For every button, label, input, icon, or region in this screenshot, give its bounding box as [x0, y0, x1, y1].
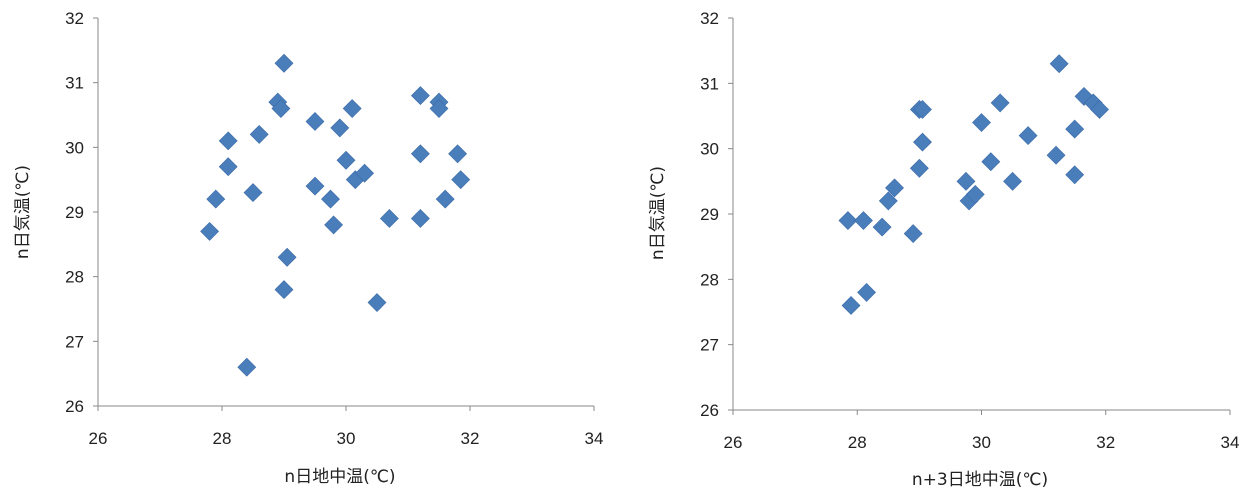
- data-point-diamond: [1065, 165, 1085, 185]
- y-tick-label: 26: [65, 397, 84, 416]
- y-tick-label: 29: [700, 205, 719, 224]
- data-point-diamond: [410, 86, 430, 106]
- data-point-diamond: [243, 183, 263, 203]
- data-point-diamond: [237, 357, 257, 377]
- data-point-diamond: [909, 158, 929, 178]
- data-point-diamond: [448, 144, 468, 164]
- data-point-diamond: [990, 93, 1010, 113]
- data-point-diamond: [305, 176, 325, 196]
- data-point-diamond: [956, 171, 976, 191]
- data-point-diamond: [1003, 171, 1022, 191]
- data-point-diamond: [218, 157, 238, 177]
- data-point-diamond: [379, 209, 399, 228]
- data-point-diamond: [271, 99, 291, 118]
- scatter-chart-right: 26 27 28 29 30 31 32 26 28 30 32 34 n+3日地中温(℃) n日気温(℃…: [648, 9, 1239, 490]
- data-point-diamond: [854, 211, 873, 230]
- x-tick-label: 34: [585, 429, 604, 448]
- data-point-diamond: [872, 217, 892, 237]
- data-point-diamond: [410, 209, 430, 228]
- y-tick-label: 32: [700, 9, 719, 28]
- y-tick-label: 32: [65, 9, 84, 28]
- scatter-chart-left: 26 27 28 29 30 31 32 26 28 30 32 34 n日地中温(℃) n日気温(℃): [13, 9, 603, 487]
- y-tick-label: 30: [700, 140, 719, 159]
- data-point-diamond: [903, 224, 923, 244]
- data-point-diamond: [321, 189, 340, 209]
- data-point-diamond: [913, 132, 932, 152]
- data-point-diamond: [324, 215, 344, 235]
- data-point-diamond: [972, 113, 991, 132]
- x-tick-label: 32: [1096, 433, 1115, 452]
- x-tick-label: 26: [89, 429, 108, 448]
- y-tick-label: 30: [65, 138, 84, 157]
- data-point-diamond: [1090, 100, 1109, 119]
- data-point-diamond: [841, 296, 861, 315]
- y-axis-title: n日気温(℃): [13, 165, 33, 259]
- x-tick-label: 28: [213, 429, 232, 448]
- data-point-diamond: [1065, 119, 1085, 139]
- data-point-diamond: [274, 280, 294, 300]
- y-tick-label: 28: [65, 268, 84, 287]
- y-tick-label: 27: [65, 332, 84, 351]
- x-tick-label: 26: [724, 433, 743, 452]
- data-point-diamond: [410, 144, 430, 164]
- x-tick-label: 34: [1221, 433, 1240, 452]
- y-tick-label: 29: [65, 203, 84, 222]
- data-point-diamond: [451, 170, 471, 190]
- data-point-diamond: [277, 247, 297, 267]
- data-point-diamond: [878, 191, 898, 211]
- data-point-diamond: [305, 112, 325, 131]
- data-point-diamond: [355, 163, 375, 183]
- x-axis-title: n日地中温(℃): [284, 467, 395, 487]
- data-point-diamond: [981, 152, 1001, 172]
- data-point-diamond: [367, 293, 387, 312]
- x-tick-label: 32: [461, 429, 480, 448]
- data-point-diamond: [857, 282, 876, 302]
- y-axis-title: n日気温(℃): [648, 166, 668, 260]
- x-tick-label: 30: [337, 429, 356, 448]
- data-point-diamond: [342, 99, 362, 118]
- data-point-diamond: [330, 118, 350, 138]
- data-point-diamond: [1049, 54, 1069, 74]
- x-tick-label: 28: [848, 433, 867, 452]
- data-point-diamond: [200, 221, 220, 241]
- data-point-diamond: [206, 189, 226, 209]
- data-point-diamond: [336, 150, 356, 170]
- y-tick-label: 26: [700, 401, 719, 420]
- x-tick-label: 30: [972, 433, 991, 452]
- data-point-diamond: [249, 124, 269, 144]
- y-tick-label: 31: [700, 74, 719, 93]
- data-point-diamond: [965, 184, 985, 204]
- y-tick-label: 27: [700, 336, 719, 355]
- data-point-diamond: [429, 99, 449, 118]
- data-point-diamond: [1046, 145, 1066, 165]
- data-point-diamond: [1018, 126, 1038, 146]
- data-point-diamond: [435, 189, 455, 209]
- y-tick-label: 31: [65, 74, 84, 93]
- data-point-diamond: [838, 211, 858, 230]
- x-axis-title: n+3日地中温(℃): [912, 470, 1048, 490]
- data-point-diamond: [913, 100, 932, 119]
- data-point-diamond: [885, 178, 904, 198]
- data-point-diamond: [218, 131, 238, 151]
- y-tick-label: 28: [700, 270, 719, 289]
- data-point-diamond: [274, 53, 294, 73]
